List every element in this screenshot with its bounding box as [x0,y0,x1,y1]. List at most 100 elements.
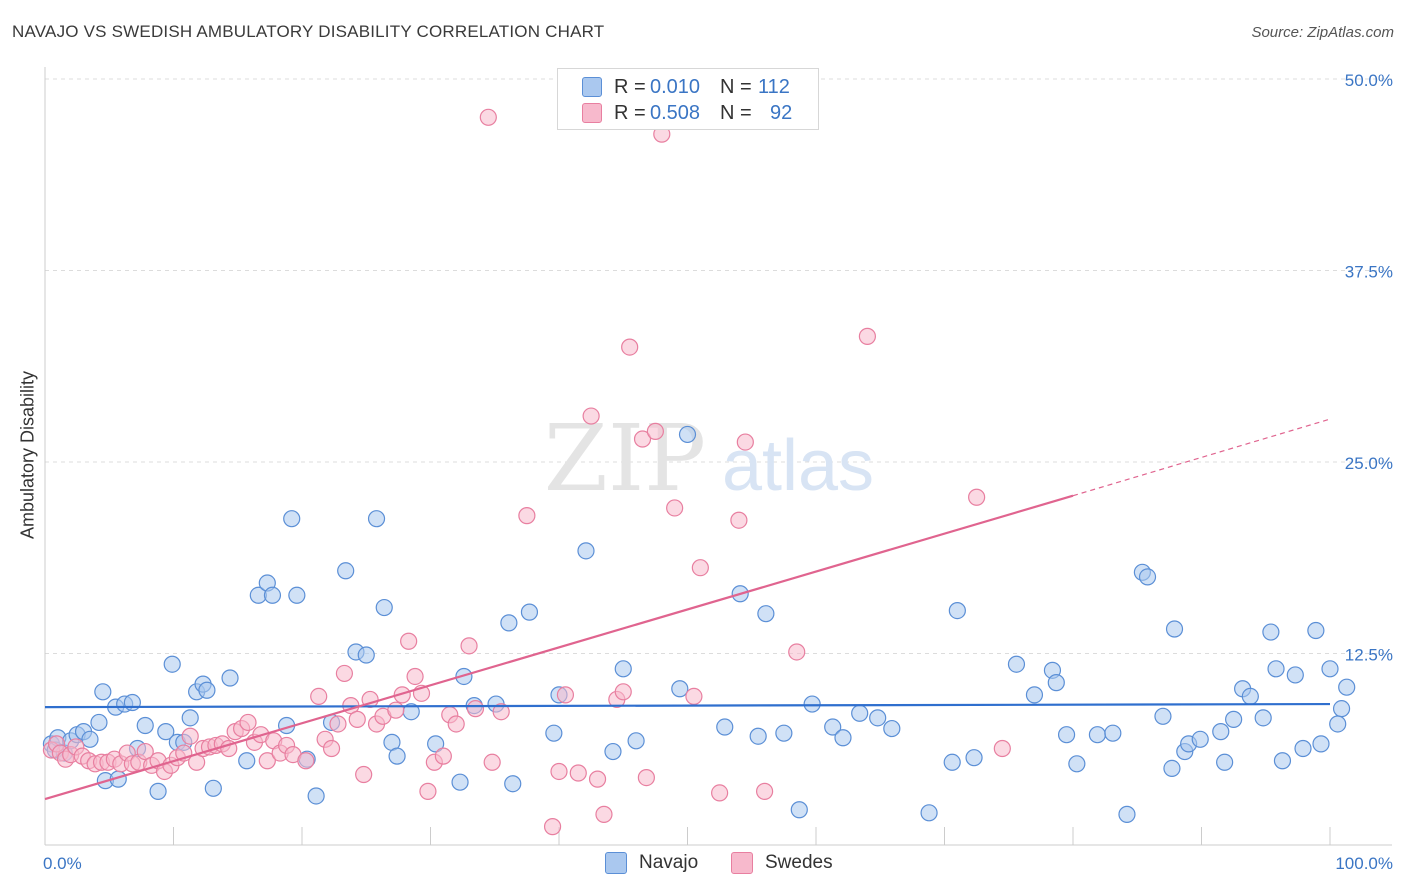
navajo-point [90,713,108,732]
navajo-point [94,683,112,701]
swedes-point [588,770,607,788]
swedes-point [348,710,366,728]
swedes-point [322,739,341,758]
r-value: 0.508 [650,101,701,124]
swedes-point [406,667,424,686]
navajo-point [221,669,239,687]
swedes-point [736,433,754,451]
navajo-point [375,598,393,617]
swedes-point [419,782,437,800]
navajo-point [1057,726,1076,744]
swedes-legend-swatch [731,852,753,874]
navajo-point [834,729,852,747]
legend-item-navajo[interactable]: Navajo [605,852,698,874]
swedes-point [711,784,729,802]
swedes-point [788,643,806,661]
swedes-point [691,559,709,577]
axes [44,67,1392,846]
swedes-point [400,632,418,650]
navajo-point [204,779,222,797]
legend-label-swedes: Swedes [765,852,833,873]
navajo-point [790,801,808,819]
n-label: N = [720,101,752,124]
navajo-point [1329,715,1347,733]
swedes-point [550,762,568,781]
navajo-point [500,614,518,632]
navajo-point [520,603,539,621]
swedes-point [434,747,452,765]
y-axis-label: Ambulatory Disability [17,370,38,540]
navajo-point [504,775,522,793]
r-value: 0.010 [650,75,701,98]
navajo-point [1262,623,1280,641]
navajo-point [1138,568,1157,586]
navajo-point [337,562,355,580]
navajo-point [1154,707,1172,725]
swedes-point [730,511,748,529]
navajo-point [307,787,325,805]
navajo-point [451,773,469,791]
n-value: 92 [770,101,793,124]
navajo-point [81,730,99,748]
swedes-point [355,765,373,784]
legend-label-navajo: Navajo [639,852,699,873]
swedes-point [968,488,986,506]
legend-series: Navajo Swedes [0,850,1406,878]
navajo-point [1273,752,1292,770]
navajo-point [1294,739,1312,758]
navajo-point [1212,723,1230,741]
navajo-point [1216,753,1234,771]
x-tick-label: 0.0% [43,854,82,873]
navajo-point [851,704,869,722]
tick-labels: 12.5% 25.0% 37.5% 50.0% 0.0% 100.0% [43,71,1393,873]
navajo-point [1267,660,1285,678]
swedes-point [483,753,501,771]
navajo-point [198,681,216,699]
swedes-point [569,764,587,782]
chart-title: NAVAJO VS SWEDISH AMBULATORY DISABILITY … [12,22,605,41]
legend-item-swedes[interactable]: Swedes [731,852,833,874]
navajo-point [1068,755,1086,773]
navajo-point [1321,660,1339,678]
navajo-point [357,646,375,664]
navajo-point [163,655,181,673]
navajo-point [627,732,645,750]
swedes-point [335,664,354,683]
navajo-point [545,724,563,742]
navajo-point [283,510,301,528]
source-label: Source: ZipAtlas.com [1251,24,1394,41]
navajo-point [427,735,445,753]
navajo-point [1025,686,1044,704]
navajo-point [1165,620,1184,638]
navajo-point [869,709,887,727]
swedes-point [387,701,405,719]
navajo-point [1088,726,1107,744]
navajo-legend-swatch [605,852,627,874]
swedes-point [543,818,562,836]
navajo-point [238,752,256,770]
navajo-trend-line [44,702,1331,709]
navajo-point [149,782,167,800]
swedes-point [637,768,655,787]
swedes-point [447,715,465,733]
navajo-point [1104,724,1122,742]
legend-row-swedes: R = 0.508 N = 92 [582,100,792,126]
navajo-point [1307,621,1325,640]
navajo-point [1163,759,1181,778]
swedes-point [993,739,1011,758]
navajo-point [1332,700,1351,718]
navajo-point [604,742,622,761]
swedes-point [858,327,877,345]
navajo-point [943,753,961,771]
swedes-point [556,686,575,704]
swedes-point [479,108,497,126]
trend-lines [44,418,1331,801]
swedes-point [685,687,703,705]
navajo-swatch [582,77,602,97]
navajo-point [1225,710,1243,728]
swedes-point [621,338,639,356]
swedes-point [492,703,510,721]
y-tick-label: 12.5% [1345,646,1393,665]
y-tick-label: 25.0% [1345,454,1393,473]
